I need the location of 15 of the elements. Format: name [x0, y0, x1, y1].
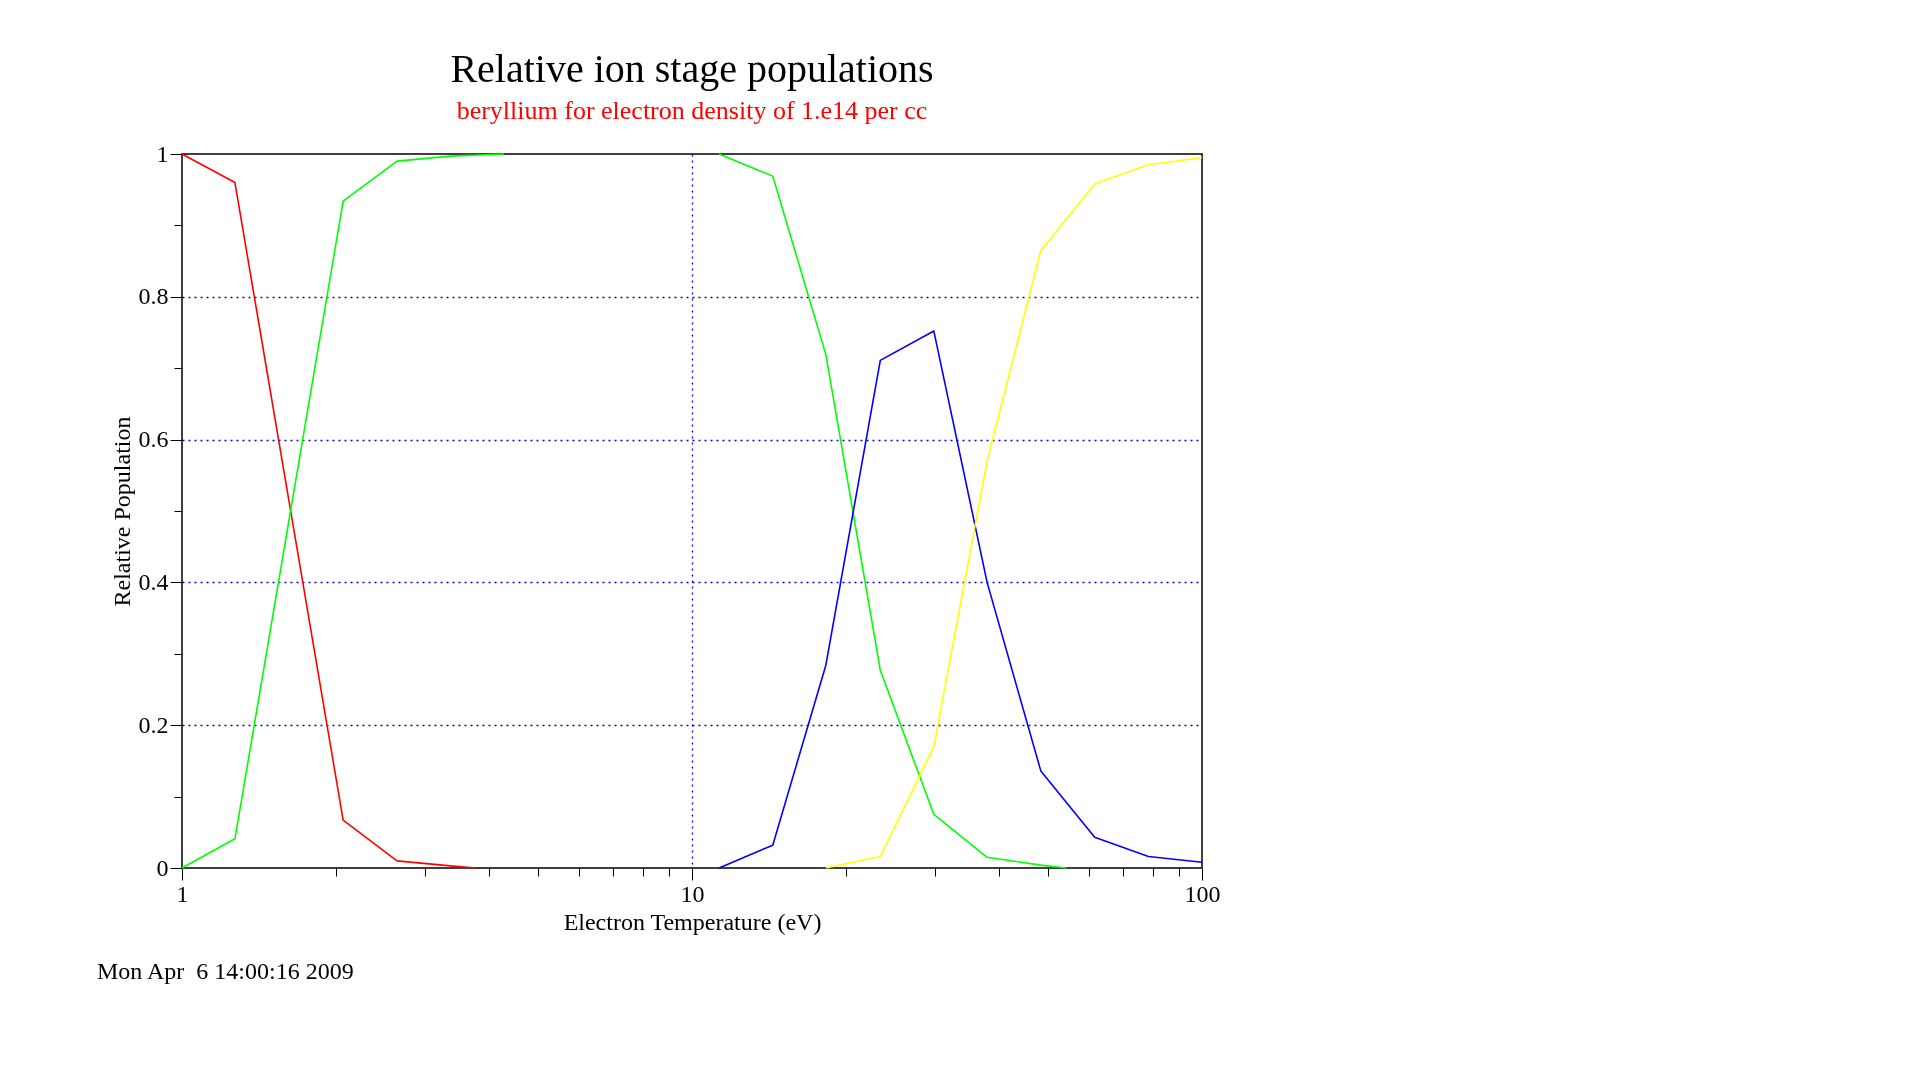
y-axis-title: Relative Population	[108, 416, 135, 607]
chart-subtitle: beryllium for electron density of 1.e14 per cc	[456, 96, 928, 125]
x-tick-label: 10	[680, 880, 705, 907]
y-tick-label: 0.8	[138, 283, 169, 310]
y-tick-label: 0.4	[138, 568, 169, 595]
x-tick-label: 1	[176, 880, 189, 907]
y-tick-label: 0.6	[138, 426, 169, 453]
text: Mon Apr 6 14:00:16 2009	[97, 958, 355, 985]
chart-title: Relative ion stage populations	[450, 46, 934, 91]
x-tick-label: 100	[1184, 880, 1221, 907]
y-tick-label: 1	[156, 140, 169, 167]
line-series	[825, 156, 1203, 869]
x-axis-title: Electron Temperature (eV)	[563, 908, 822, 935]
y-tick-label: 0	[156, 854, 169, 881]
y-tick-label: 0.2	[138, 711, 169, 738]
